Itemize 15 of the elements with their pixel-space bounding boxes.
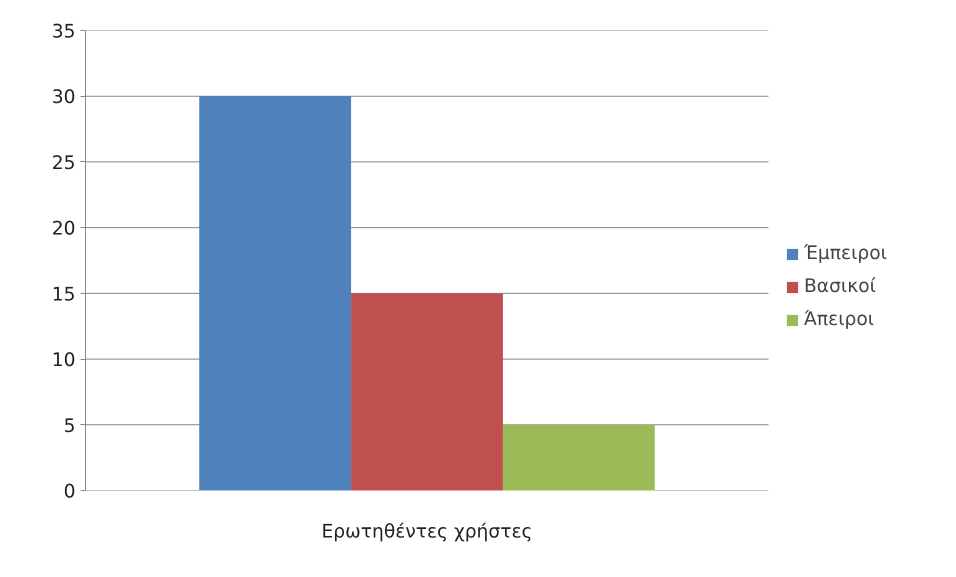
bar [351, 293, 503, 490]
y-tick-label: 0 [64, 482, 76, 502]
legend-label: Βασικοί [804, 276, 876, 297]
legend-label: Άπειροι [804, 309, 874, 330]
y-tick-label: 25 [52, 152, 76, 174]
y-tick-label: 10 [52, 350, 76, 372]
legend-label: Έμπειροι [804, 243, 887, 264]
y-tick-label: 5 [64, 416, 76, 437]
bar [502, 424, 655, 490]
y-tick-label: 20 [52, 218, 76, 240]
y-tick-label: 15 [52, 284, 76, 306]
x-tick-label: Ερωτηθέντες χρήστες [322, 522, 532, 542]
y-tick-label: 35 [52, 22, 76, 42]
bar [199, 96, 352, 490]
y-tick-label: 30 [52, 87, 76, 108]
